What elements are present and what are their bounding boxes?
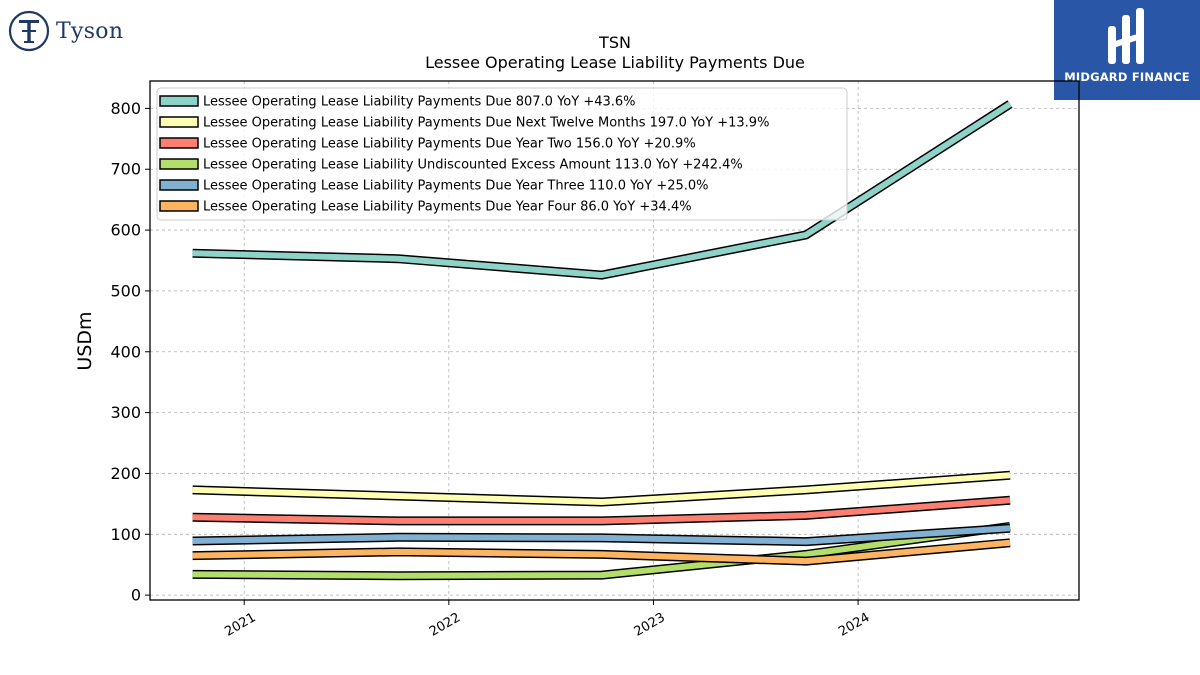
- y-tick-label: 400: [110, 342, 141, 361]
- legend-item: Lessee Operating Lease Liability Undisco…: [159, 158, 743, 173]
- tyson-wordmark: Tyson: [56, 18, 124, 44]
- series-stroke: [192, 525, 1011, 545]
- y-tick-label: 800: [110, 99, 141, 118]
- y-tick-label: 100: [110, 525, 141, 544]
- legend-item: Lessee Operating Lease Liability Payment…: [159, 95, 636, 110]
- x-tick-label: 2024: [836, 610, 872, 640]
- tyson-logo: Tyson: [8, 8, 138, 54]
- legend-swatch: [159, 200, 199, 212]
- legend-label: Lessee Operating Lease Liability Payment…: [203, 200, 692, 215]
- y-tick-label: 600: [110, 221, 141, 240]
- tyson-emblem-icon: [8, 10, 50, 52]
- series-5-line: [192, 523, 1011, 547]
- legend-label: Lessee Operating Lease Liability Payment…: [203, 137, 696, 152]
- series-6-line: [192, 538, 1011, 566]
- y-tick-label: 200: [110, 464, 141, 483]
- series-4-line: [192, 521, 1011, 581]
- series-stroke: [192, 539, 1011, 565]
- y-tick-label: 300: [110, 403, 141, 422]
- legend-item: Lessee Operating Lease Liability Payment…: [159, 200, 692, 215]
- series-lines: [192, 100, 1013, 581]
- legend: Lessee Operating Lease Liability Payment…: [156, 87, 848, 221]
- legend-item: Lessee Operating Lease Liability Payment…: [159, 179, 709, 194]
- legend-label: Lessee Operating Lease Liability Payment…: [203, 179, 709, 194]
- chart-subtitle: Lessee Operating Lease Liability Payment…: [425, 53, 805, 72]
- legend-label: Lessee Operating Lease Liability Undisco…: [203, 158, 743, 173]
- y-tick-label: 500: [110, 281, 141, 300]
- series-stroke: [192, 497, 1011, 524]
- x-axis-ticks: 2021 2022 2023 2024: [222, 600, 872, 640]
- x-tick-label: 2021: [222, 610, 258, 640]
- chart-title: TSN: [598, 33, 631, 52]
- y-tick-label: 700: [110, 160, 141, 179]
- legend-swatch: [159, 158, 199, 170]
- legend-item: Lessee Operating Lease Liability Payment…: [159, 116, 769, 131]
- legend-swatch: [159, 116, 199, 128]
- midgard-wordmark: MIDGARD FINANCE: [1064, 70, 1190, 84]
- legend-label: Lessee Operating Lease Liability Payment…: [203, 95, 636, 110]
- x-tick-label: 2022: [427, 610, 463, 640]
- series-stroke: [192, 523, 1011, 579]
- midgard-emblem-icon: [1108, 8, 1144, 64]
- x-tick-label: 2023: [632, 610, 668, 640]
- y-axis-ticks: 0 100 200 300 400 500 600 700 800: [110, 99, 150, 605]
- legend-label: Lessee Operating Lease Liability Payment…: [203, 116, 769, 131]
- legend-item: Lessee Operating Lease Liability Payment…: [159, 137, 696, 152]
- legend-box: [156, 87, 848, 221]
- legend-swatch: [159, 137, 199, 149]
- legend-swatch: [159, 179, 199, 191]
- midgard-finance-logo: MIDGARD FINANCE: [1054, 0, 1200, 100]
- plot-frame: [149, 80, 1080, 601]
- series-3-line: [192, 495, 1011, 526]
- series-1-line: [192, 100, 1013, 280]
- y-axis-label: USDm: [74, 311, 96, 370]
- legend-swatch: [159, 95, 199, 107]
- series-2-line: [192, 470, 1011, 507]
- series-stroke: [192, 472, 1011, 505]
- series-stroke: [192, 101, 1012, 279]
- y-tick-label: 0: [131, 586, 141, 605]
- series-outline: [192, 470, 1011, 507]
